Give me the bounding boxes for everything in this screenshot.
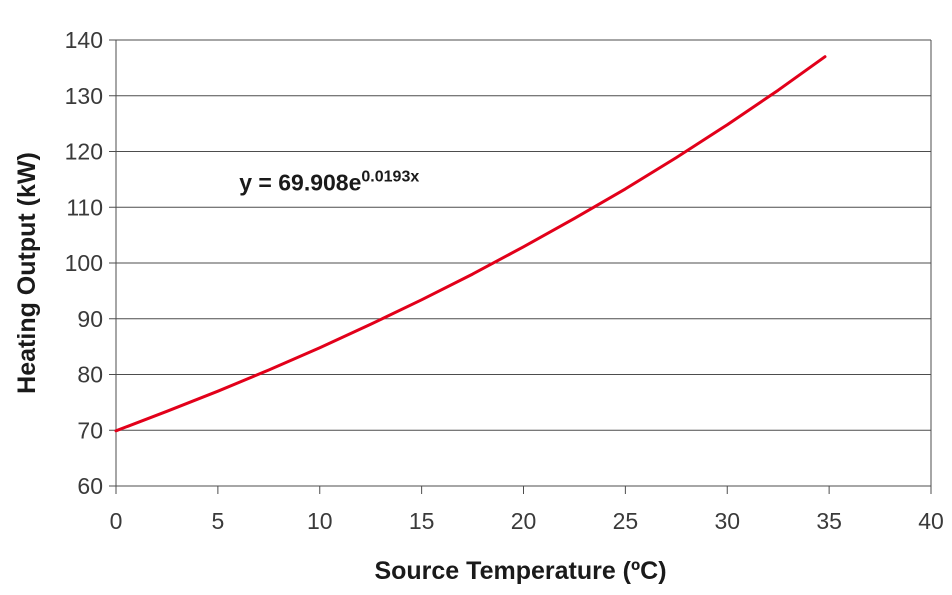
y-tick-label-140: 140 [65,27,103,53]
equation-main: y = 69.908e [239,170,361,196]
x-tick-label-40: 40 [918,508,944,534]
x-tick-label-20: 20 [511,508,537,534]
x-tick-label-35: 35 [816,508,842,534]
y-tick-label-70: 70 [77,417,103,443]
y-tick-label-110: 110 [66,194,103,220]
x-tick-label-25: 25 [613,508,639,534]
equation-exponent: 0.0193x [361,169,419,186]
trendline-equation: y = 69.908e0.0193x [239,169,419,196]
tick-labels: 60 70 80 90 100 110 120 130 140 0 5 10 15 20 25 30 35 40 [65,27,944,534]
x-tick-label-15: 15 [409,508,435,534]
y-tick-label-90: 90 [77,306,103,332]
x-axis-title: Source Temperature (ºC) [374,557,666,585]
x-tick-label-30: 30 [714,508,740,534]
series-line-0 [114,55,827,433]
x-tick-label-5: 5 [211,508,224,534]
y-tick-label-100: 100 [65,250,103,276]
y-tick-label-80: 80 [77,362,103,388]
axes [109,39,932,494]
x-tick-label-0: 0 [110,508,123,534]
series-layer [114,55,827,433]
y-tick-label-130: 130 [65,83,103,109]
y-axis-title: Heating Output (kW) [13,152,41,394]
gridlines [116,39,931,487]
y-tick-label-60: 60 [77,473,103,499]
x-tick-label-10: 10 [307,508,333,534]
y-tick-label-120: 120 [65,139,103,165]
